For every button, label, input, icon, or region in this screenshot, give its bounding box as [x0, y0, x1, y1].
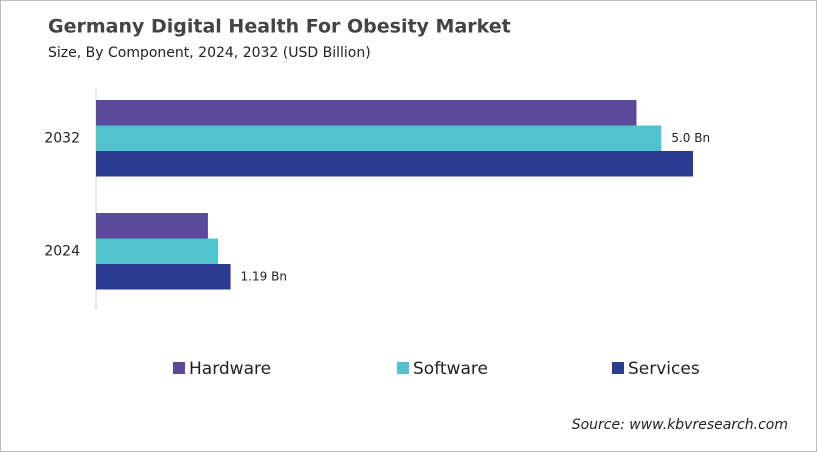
bar	[96, 238, 219, 264]
source: Source: www.kbvresearch.com	[572, 417, 788, 433]
data-label: 1.19 Bn	[241, 269, 287, 283]
legend-swatch	[612, 362, 624, 374]
legend-label: Services	[628, 359, 700, 379]
bar	[96, 151, 693, 177]
chart-title: Germany Digital Health For Obesity Marke…	[48, 16, 511, 38]
y-tick-label: 2032	[44, 130, 80, 146]
legend-label: Hardware	[189, 359, 271, 379]
chart-subtitle: Size, By Component, 2024, 2032 (USD Bill…	[48, 45, 371, 61]
bar	[96, 125, 662, 151]
legend-label: Software	[413, 359, 488, 379]
legend-swatch	[173, 362, 185, 374]
bar	[96, 100, 637, 126]
y-tick-label: 2024	[44, 243, 80, 259]
bar	[96, 213, 208, 239]
bar	[96, 264, 231, 290]
legend-swatch	[397, 362, 409, 374]
data-label: 5.0 Bn	[671, 131, 710, 145]
